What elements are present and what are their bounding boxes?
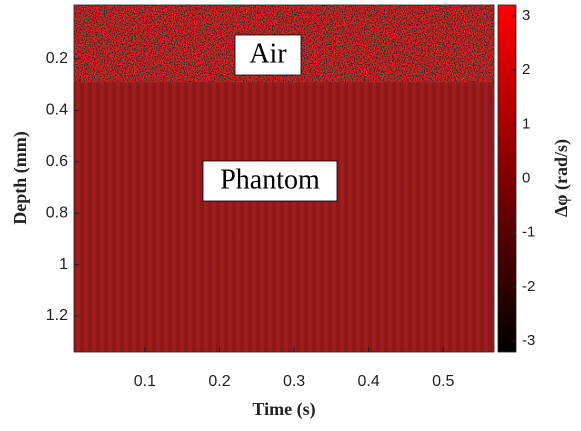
y-axis-label: Depth (mm) bbox=[10, 131, 31, 224]
colorbar-tick-label: -1 bbox=[522, 224, 535, 241]
x-tick-label: 0.1 bbox=[134, 373, 156, 390]
colorbar-tick-label: 0 bbox=[522, 169, 530, 186]
annotation: Air bbox=[249, 38, 287, 69]
x-axis-label: Time (s) bbox=[252, 399, 315, 420]
annotation: Phantom bbox=[220, 164, 320, 195]
y-tick-label: 0.8 bbox=[46, 204, 68, 221]
x-tick-label: 0.4 bbox=[358, 373, 380, 390]
colorbar-tick-label: -3 bbox=[522, 332, 535, 349]
colorbar-tick-label: -2 bbox=[522, 278, 535, 295]
colorbar-label: Δφ (rad/s) bbox=[551, 139, 572, 217]
annotation-box bbox=[202, 160, 338, 202]
colorbar-tick-label: 1 bbox=[522, 115, 530, 132]
y-tick-label: 0.2 bbox=[46, 50, 68, 67]
plot-frame bbox=[73, 4, 495, 353]
y-tick-label: 1.2 bbox=[46, 307, 68, 324]
y-tick-label: 0.6 bbox=[46, 153, 68, 170]
y-tick-label: 0.4 bbox=[46, 102, 68, 119]
x-tick-label: 0.3 bbox=[283, 373, 305, 390]
colorbar-tick-label: 2 bbox=[522, 61, 530, 78]
annotation-box bbox=[234, 34, 302, 76]
colorbar-tick-label: 3 bbox=[522, 7, 530, 24]
y-tick-label: 1 bbox=[59, 256, 68, 273]
x-tick-label: 0.5 bbox=[432, 373, 454, 390]
x-tick-label: 0.2 bbox=[208, 373, 230, 390]
stripes bbox=[74, 82, 494, 352]
